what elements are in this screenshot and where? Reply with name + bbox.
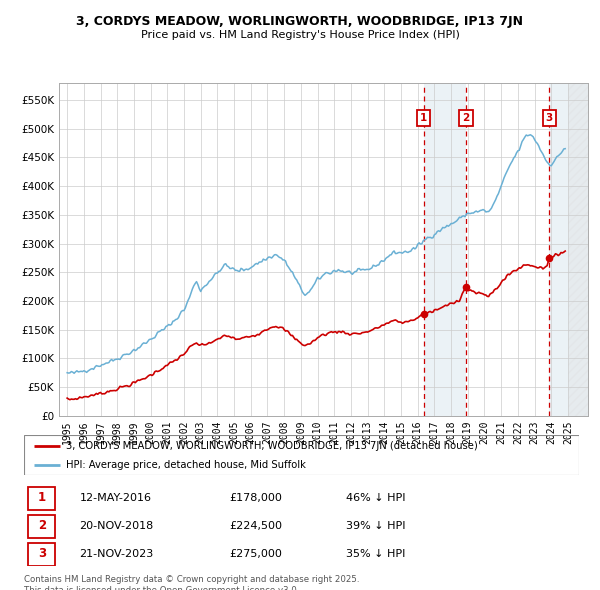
Text: 21-NOV-2023: 21-NOV-2023	[79, 549, 154, 559]
Text: 3: 3	[546, 113, 553, 123]
Text: £178,000: £178,000	[229, 493, 282, 503]
Text: Price paid vs. HM Land Registry's House Price Index (HPI): Price paid vs. HM Land Registry's House …	[140, 30, 460, 40]
Text: 3: 3	[38, 548, 46, 560]
Text: 39% ↓ HPI: 39% ↓ HPI	[346, 521, 406, 531]
Bar	[550, 83, 588, 416]
Text: 12-MAY-2016: 12-MAY-2016	[79, 493, 151, 503]
Text: 3, CORDYS MEADOW, WORLINGWORTH, WOODBRIDGE, IP13 7JN: 3, CORDYS MEADOW, WORLINGWORTH, WOODBRID…	[77, 15, 523, 28]
Bar	[424, 83, 466, 416]
Text: Contains HM Land Registry data © Crown copyright and database right 2025.
This d: Contains HM Land Registry data © Crown c…	[24, 575, 359, 590]
Text: 1: 1	[38, 491, 46, 504]
Text: 46% ↓ HPI: 46% ↓ HPI	[346, 493, 406, 503]
Bar	[28, 543, 55, 566]
Text: £224,500: £224,500	[229, 521, 283, 531]
Text: HPI: Average price, detached house, Mid Suffolk: HPI: Average price, detached house, Mid …	[65, 460, 305, 470]
Bar	[28, 515, 55, 537]
Text: 3, CORDYS MEADOW, WORLINGWORTH, WOODBRIDGE, IP13 7JN (detached house): 3, CORDYS MEADOW, WORLINGWORTH, WOODBRID…	[65, 441, 478, 451]
Text: £275,000: £275,000	[229, 549, 282, 559]
Bar	[28, 487, 55, 510]
Text: 35% ↓ HPI: 35% ↓ HPI	[346, 549, 405, 559]
Bar	[568, 83, 588, 416]
Text: 1: 1	[420, 113, 427, 123]
Text: 20-NOV-2018: 20-NOV-2018	[79, 521, 154, 531]
Text: 2: 2	[463, 113, 470, 123]
Text: 2: 2	[38, 519, 46, 532]
